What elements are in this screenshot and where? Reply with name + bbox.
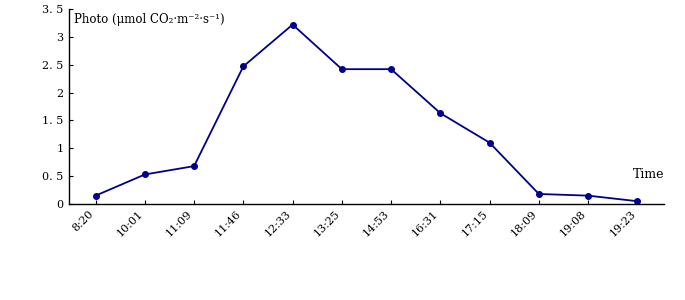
Text: Photo (μmol CO₂·m⁻²·s⁻¹): Photo (μmol CO₂·m⁻²·s⁻¹) bbox=[75, 13, 225, 26]
Text: Time: Time bbox=[633, 168, 664, 181]
